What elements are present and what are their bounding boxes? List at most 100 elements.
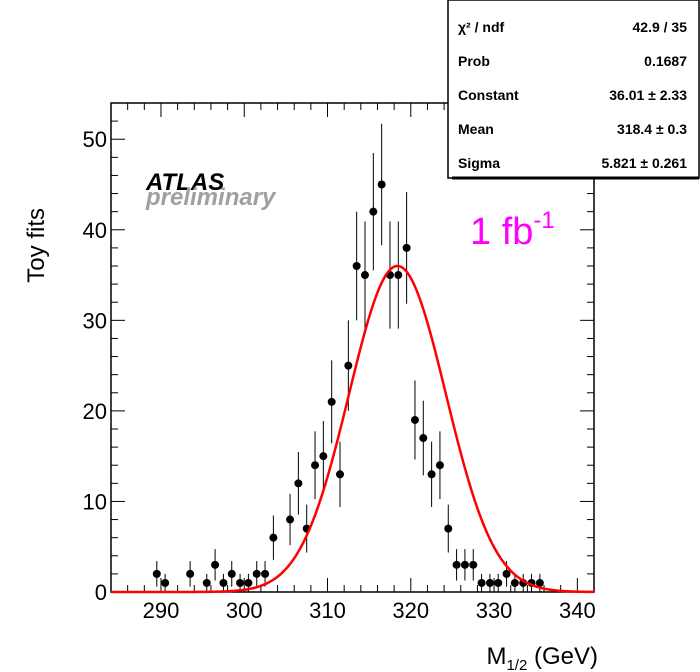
- data-marker: [452, 560, 461, 569]
- data-marker: [344, 361, 353, 370]
- axis-ticks: [110, 102, 595, 593]
- data-point: [444, 504, 453, 553]
- data-marker: [435, 461, 444, 470]
- data-point: [227, 561, 236, 587]
- stats-value: 5.821 ± 0.261: [601, 155, 687, 171]
- data-point: [336, 441, 345, 507]
- data-marker: [369, 207, 378, 216]
- x-tick-labels: 290 300 310 320 330 340: [143, 598, 596, 623]
- data-marker: [227, 569, 236, 578]
- data-point: [294, 451, 303, 515]
- x-tick-label: 310: [309, 598, 346, 623]
- stats-box: χ² / ndf 42.9 / 35 Prob 0.1687 Constant 36.01…: [447, 0, 700, 180]
- data-marker: [219, 578, 228, 587]
- x-axis-title-unit: (GeV): [527, 643, 598, 670]
- data-point: [494, 573, 503, 592]
- data-point: [419, 400, 428, 476]
- data-marker: [327, 397, 336, 406]
- data-marker: [161, 578, 170, 587]
- luminosity-value: 1 fb: [470, 211, 533, 253]
- x-tick-label: 300: [226, 598, 263, 623]
- data-point: [369, 152, 378, 271]
- data-marker: [510, 578, 519, 587]
- gaussian-fit-curve: [111, 264, 595, 594]
- x-axis-title-main: M: [486, 643, 506, 670]
- data-marker: [319, 452, 328, 461]
- data-point: [477, 573, 486, 592]
- y-tick-label: 40: [83, 218, 107, 243]
- data-point: [311, 431, 320, 500]
- stats-label: Prob: [458, 53, 490, 69]
- data-point: [219, 573, 228, 592]
- y-tick-label: 20: [83, 399, 107, 424]
- stats-value: 0.1687: [644, 53, 687, 69]
- data-point: [410, 380, 419, 460]
- data-point: [202, 573, 211, 592]
- data-marker: [186, 569, 195, 578]
- data-point: [269, 515, 278, 560]
- data-point: [261, 561, 270, 587]
- stats-label: Mean: [458, 121, 494, 137]
- y-tick-labels: 0 10 20 30 40 50: [83, 127, 107, 605]
- luminosity-label: 1 fb-1: [470, 207, 555, 253]
- data-point: [252, 561, 261, 587]
- stats-value: 36.01 ± 2.33: [609, 87, 687, 103]
- y-tick-label: 0: [95, 580, 107, 605]
- data-points: [152, 123, 544, 592]
- data-point: [435, 431, 444, 500]
- data-marker: [152, 569, 161, 578]
- data-point: [460, 549, 469, 581]
- data-point: [161, 573, 170, 592]
- data-point: [394, 221, 403, 329]
- stats-value: 318.4 ± 0.3: [617, 121, 687, 137]
- data-marker: [394, 271, 403, 280]
- data-marker: [460, 560, 469, 569]
- data-marker: [477, 578, 486, 587]
- data-marker: [494, 578, 503, 587]
- data-marker: [211, 560, 220, 569]
- preliminary-label: preliminary: [145, 184, 277, 211]
- data-marker: [236, 578, 245, 587]
- x-axis-title: M1/2 (GeV): [486, 643, 598, 672]
- data-marker: [252, 569, 261, 578]
- data-point: [510, 573, 519, 592]
- data-point: [186, 561, 195, 587]
- luminosity-exponent: -1: [533, 207, 554, 234]
- x-tick-label: 290: [143, 598, 180, 623]
- atlas-label: ATLAS: [145, 169, 224, 196]
- data-marker: [377, 180, 386, 189]
- y-tick-label: 50: [83, 127, 107, 152]
- data-marker: [419, 434, 428, 443]
- data-marker: [360, 271, 369, 280]
- data-marker: [502, 569, 511, 578]
- data-marker: [269, 533, 278, 542]
- data-point: [485, 573, 494, 592]
- data-marker: [444, 524, 453, 533]
- data-marker: [402, 243, 411, 252]
- data-marker: [286, 515, 295, 524]
- data-point: [352, 211, 361, 321]
- stats-label: Sigma: [458, 155, 500, 171]
- data-point: [535, 573, 544, 592]
- data-point: [152, 561, 161, 587]
- stats-label: χ² / ndf: [458, 19, 504, 35]
- data-marker: [244, 578, 253, 587]
- data-point: [469, 549, 478, 581]
- data-point: [211, 549, 220, 581]
- stats-label: Constant: [458, 87, 519, 103]
- data-marker: [202, 578, 211, 587]
- data-point: [360, 221, 369, 329]
- data-point: [377, 123, 386, 246]
- data-point: [427, 441, 436, 507]
- y-tick-label: 10: [83, 489, 107, 514]
- data-point: [236, 573, 245, 592]
- data-marker: [352, 262, 361, 270]
- data-marker: [294, 479, 303, 488]
- stats-value: 42.9 / 35: [633, 19, 688, 35]
- data-marker: [469, 560, 478, 569]
- x-tick-label: 330: [476, 598, 513, 623]
- x-tick-label: 340: [559, 598, 596, 623]
- data-marker: [485, 578, 494, 587]
- data-marker: [336, 470, 345, 479]
